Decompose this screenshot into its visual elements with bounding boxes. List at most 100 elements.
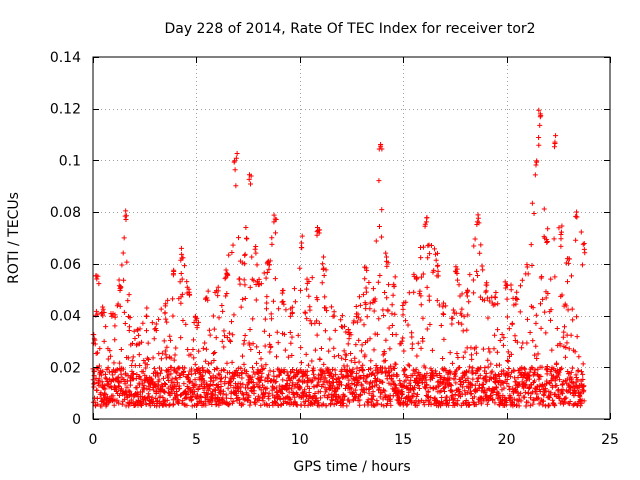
- data-point: [269, 316, 275, 322]
- data-point: [346, 399, 352, 405]
- peak-point: [423, 219, 429, 225]
- data-point: [505, 358, 511, 364]
- data-point: [542, 385, 548, 391]
- data-point: [121, 235, 127, 241]
- data-point: [277, 383, 283, 389]
- data-point: [423, 385, 429, 391]
- peak-point: [400, 303, 406, 309]
- data-point: [557, 342, 563, 348]
- data-point: [534, 396, 540, 402]
- data-point: [173, 345, 179, 351]
- data-point: [559, 292, 565, 298]
- data-point: [409, 341, 415, 347]
- data-point: [484, 378, 490, 384]
- data-point: [222, 374, 228, 380]
- data-point: [480, 267, 486, 273]
- data-point: [570, 317, 576, 323]
- peak-point: [475, 215, 481, 221]
- data-point: [140, 320, 146, 326]
- data-point: [447, 350, 453, 356]
- data-point: [207, 370, 213, 376]
- data-point: [102, 371, 108, 377]
- data-point: [457, 365, 463, 371]
- data-point: [172, 375, 178, 381]
- data-point: [493, 290, 499, 296]
- data-point: [423, 398, 429, 404]
- peak-point: [153, 326, 159, 332]
- data-point: [469, 356, 475, 362]
- data-point: [374, 331, 380, 337]
- data-point: [225, 385, 231, 391]
- data-point: [237, 281, 243, 287]
- data-point: [179, 276, 185, 282]
- data-point: [493, 384, 499, 390]
- data-point: [298, 345, 304, 351]
- data-point: [332, 367, 338, 373]
- peak-point: [384, 254, 390, 260]
- data-point: [249, 374, 255, 380]
- data-point: [267, 368, 273, 374]
- data-point: [314, 297, 320, 303]
- data-point: [476, 382, 482, 388]
- data-point: [440, 356, 446, 362]
- data-point: [166, 368, 172, 374]
- data-point: [121, 309, 127, 315]
- peak-point: [271, 212, 277, 218]
- data-point: [240, 401, 246, 407]
- data-point: [206, 383, 212, 389]
- data-point: [159, 350, 165, 356]
- data-point: [273, 385, 279, 391]
- data-point: [434, 398, 440, 404]
- data-point: [239, 371, 245, 377]
- data-point: [427, 399, 433, 405]
- data-point: [556, 369, 562, 375]
- data-point: [580, 376, 586, 382]
- data-point: [456, 282, 462, 288]
- data-point: [134, 385, 140, 391]
- data-point: [258, 402, 264, 408]
- data-point: [480, 346, 486, 352]
- data-point: [120, 366, 126, 372]
- data-point: [435, 268, 441, 274]
- data-point: [273, 230, 279, 236]
- data-point: [109, 313, 115, 319]
- y-tick-label: 0.06: [50, 257, 81, 273]
- data-point: [316, 403, 322, 409]
- data-point: [331, 354, 337, 360]
- data-point: [141, 357, 147, 363]
- data-point: [531, 378, 537, 384]
- peak-point: [194, 325, 200, 331]
- data-point: [337, 379, 343, 385]
- data-point: [409, 334, 415, 340]
- data-point: [243, 225, 249, 231]
- y-tick-label: 0: [72, 412, 81, 428]
- data-point: [478, 365, 484, 371]
- data-point: [97, 346, 103, 352]
- data-point: [418, 302, 424, 308]
- data-point: [414, 376, 420, 382]
- data-point: [344, 403, 350, 409]
- peak-point: [453, 264, 459, 270]
- data-point: [321, 254, 327, 260]
- data-point: [459, 306, 465, 312]
- data-point: [331, 392, 337, 398]
- data-point: [339, 382, 345, 388]
- peak-point: [99, 310, 105, 316]
- data-point: [320, 381, 326, 387]
- data-point: [203, 358, 209, 364]
- peak-point: [304, 286, 310, 292]
- data-point: [168, 364, 174, 370]
- data-point: [502, 394, 508, 400]
- peak-point: [184, 284, 190, 290]
- data-point: [179, 291, 185, 297]
- data-point: [230, 376, 236, 382]
- data-point: [407, 363, 413, 369]
- peak-point: [117, 286, 123, 292]
- data-point: [525, 399, 531, 405]
- data-point: [171, 386, 177, 392]
- data-point: [514, 402, 520, 408]
- data-point: [386, 282, 392, 288]
- plot-frame: [92, 56, 611, 420]
- y-tick-label: 0.1: [59, 153, 81, 169]
- data-point: [389, 302, 395, 308]
